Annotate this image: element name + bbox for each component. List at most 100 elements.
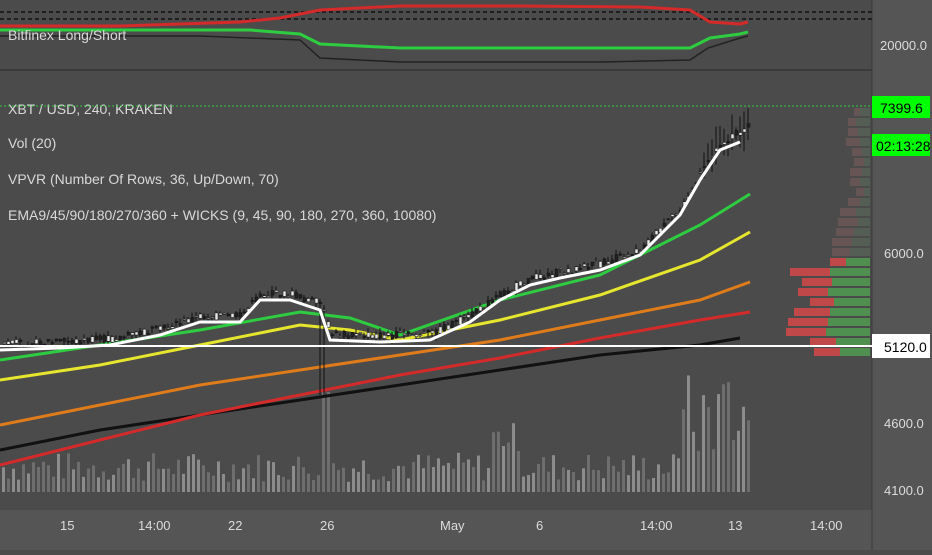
candle-body[interactable] <box>174 320 179 323</box>
candle-body[interactable] <box>522 283 527 285</box>
candle-body[interactable] <box>286 296 291 298</box>
candle-body[interactable] <box>478 306 483 312</box>
candlestick-series[interactable] <box>2 108 751 395</box>
price-axis[interactable] <box>872 0 932 550</box>
candle-body[interactable] <box>158 325 163 331</box>
candle-body[interactable] <box>266 295 271 297</box>
candle-body[interactable] <box>34 339 39 345</box>
candle-body[interactable] <box>698 171 703 174</box>
candle-body[interactable] <box>18 339 23 343</box>
candle-body[interactable] <box>590 262 595 266</box>
candle-body[interactable] <box>178 323 183 326</box>
candle-body[interactable] <box>470 311 475 317</box>
candle-body[interactable] <box>542 277 547 280</box>
candle-body[interactable] <box>386 332 391 336</box>
candle-body[interactable] <box>510 290 515 292</box>
candle-body[interactable] <box>98 335 103 340</box>
candle-body[interactable] <box>626 254 631 257</box>
candle-body[interactable] <box>442 324 447 332</box>
candle-body[interactable] <box>550 274 555 278</box>
candle-body[interactable] <box>722 142 727 145</box>
candle-body[interactable] <box>214 312 219 321</box>
candle-body[interactable] <box>42 343 47 346</box>
candle-body[interactable] <box>614 254 619 262</box>
candle-body[interactable] <box>314 298 319 304</box>
candle-body[interactable] <box>414 334 419 337</box>
legend-ema[interactable]: EMA9/45/90/180/270/360 + WICKS (9, 45, 9… <box>8 207 436 223</box>
candle-body[interactable] <box>46 339 51 342</box>
candle-body[interactable] <box>434 329 439 336</box>
candle-body[interactable] <box>746 123 751 128</box>
candle-body[interactable] <box>62 338 67 342</box>
candle-body[interactable] <box>734 130 739 136</box>
candle-body[interactable] <box>610 259 615 264</box>
candle-body[interactable] <box>378 332 383 339</box>
candle-body[interactable] <box>198 313 203 319</box>
candle-body[interactable] <box>2 342 7 345</box>
candle-body[interactable] <box>554 269 559 277</box>
candle-body[interactable] <box>58 338 63 341</box>
candle-body[interactable] <box>182 318 187 321</box>
candle-body[interactable] <box>306 298 311 303</box>
candle-body[interactable] <box>298 294 303 299</box>
candle-body[interactable] <box>706 160 711 162</box>
candle-body[interactable] <box>594 261 599 263</box>
candle-body[interactable] <box>166 328 171 330</box>
candle-body[interactable] <box>458 316 463 325</box>
candle-body[interactable] <box>90 336 95 343</box>
candle-body[interactable] <box>130 332 135 336</box>
candle-body[interactable] <box>370 334 375 339</box>
candle-body[interactable] <box>250 300 255 302</box>
candle-body[interactable] <box>606 261 611 265</box>
candle-body[interactable] <box>310 297 315 300</box>
candle-body[interactable] <box>366 332 371 338</box>
candle-body[interactable] <box>714 148 719 152</box>
candle-body[interactable] <box>230 313 235 318</box>
candle-body[interactable] <box>562 272 567 275</box>
candle-body[interactable] <box>226 313 231 317</box>
candle-body[interactable] <box>446 324 451 330</box>
candle-body[interactable] <box>586 267 591 270</box>
candle-body[interactable] <box>742 128 747 133</box>
candle-body[interactable] <box>602 258 607 265</box>
candle-body[interactable] <box>350 332 355 338</box>
candle-body[interactable] <box>318 302 323 304</box>
candle-body[interactable] <box>498 291 503 297</box>
candle-body[interactable] <box>418 334 423 337</box>
candle-body[interactable] <box>674 213 679 216</box>
legend-volume[interactable]: Vol (20) <box>8 135 56 151</box>
candle-body[interactable] <box>430 330 435 334</box>
candle-body[interactable] <box>438 326 443 334</box>
candle-body[interactable] <box>466 314 471 318</box>
candle-body[interactable] <box>138 330 143 336</box>
candle-body[interactable] <box>106 335 111 342</box>
candle-body[interactable] <box>730 133 735 139</box>
candle-body[interactable] <box>530 275 535 280</box>
candle-body[interactable] <box>582 263 587 267</box>
candle-body[interactable] <box>354 333 359 336</box>
candle-body[interactable] <box>346 335 351 339</box>
candle-body[interactable] <box>422 332 427 334</box>
candle-body[interactable] <box>406 331 411 334</box>
candle-body[interactable] <box>290 290 295 296</box>
candle-body[interactable] <box>526 278 531 285</box>
time-axis[interactable] <box>0 510 932 550</box>
candle-body[interactable] <box>302 297 307 302</box>
candle-body[interactable] <box>390 335 395 340</box>
candle-body[interactable] <box>202 316 207 319</box>
candle-body[interactable] <box>702 166 707 168</box>
candle-body[interactable] <box>10 340 15 344</box>
candle-body[interactable] <box>402 333 407 336</box>
candle-body[interactable] <box>622 256 627 259</box>
candle-body[interactable] <box>410 334 415 336</box>
candle-body[interactable] <box>238 312 243 318</box>
candle-body[interactable] <box>194 315 199 318</box>
candle-body[interactable] <box>654 230 659 235</box>
candle-body[interactable] <box>50 342 55 344</box>
candle-body[interactable] <box>222 313 227 315</box>
candle-body[interactable] <box>506 290 511 295</box>
candle-body[interactable] <box>578 268 583 270</box>
symbol-label[interactable]: XBT / USD, 240, KRAKEN <box>8 101 173 117</box>
candle-body[interactable] <box>382 335 387 339</box>
